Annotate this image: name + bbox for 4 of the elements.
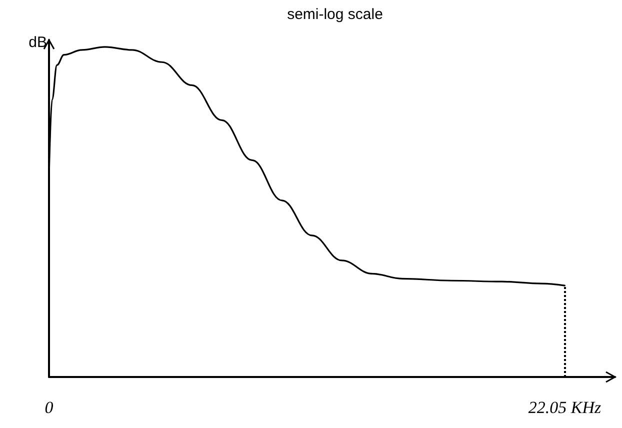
x-tick-label: 22.05 KHz [528, 398, 602, 417]
y-axis-title: dB [28, 34, 47, 51]
x-tick-label: 0 [44, 398, 54, 417]
chart-title: semi-log scale [287, 6, 383, 23]
